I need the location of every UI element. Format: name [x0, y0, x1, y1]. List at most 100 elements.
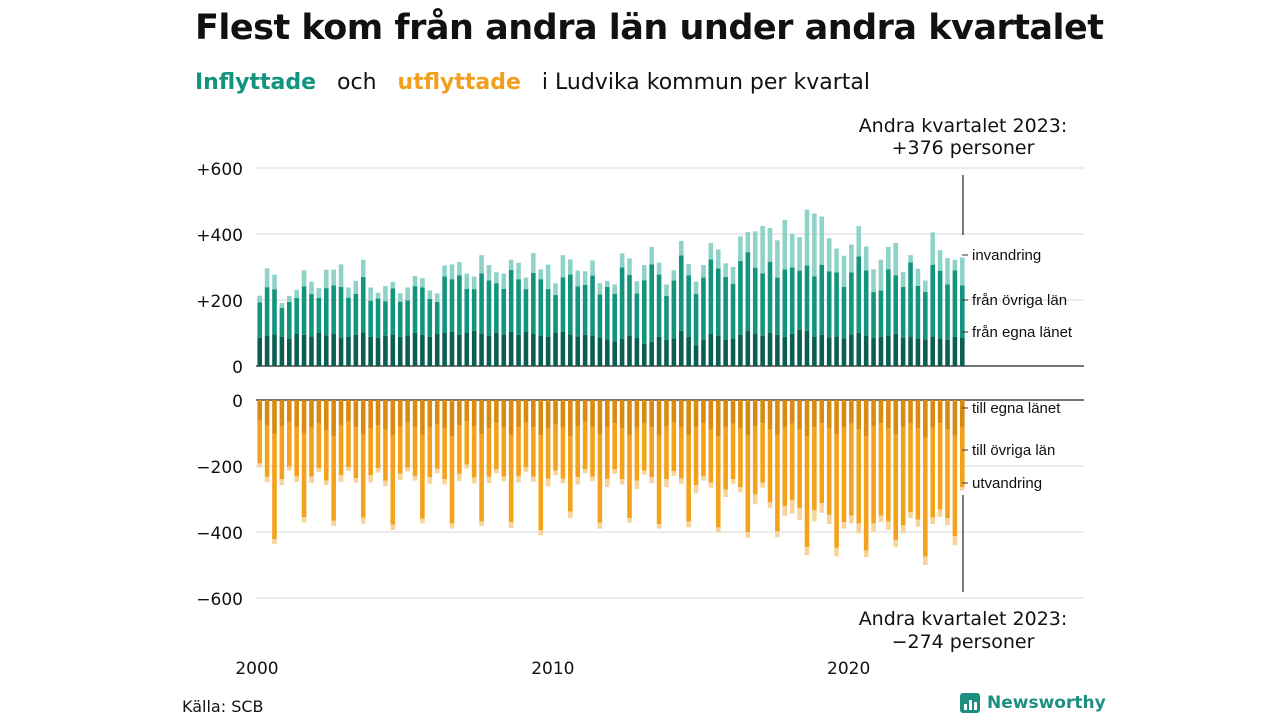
bar-segment: [457, 334, 462, 366]
bar-segment: [264, 400, 270, 426]
bar-segment: [908, 262, 913, 337]
bar-segment: [516, 262, 521, 280]
bar-segment: [531, 476, 536, 482]
bar-segment: [316, 467, 322, 472]
bar-segment: [886, 521, 891, 531]
bar-segment: [331, 436, 336, 521]
bar-segment: [797, 508, 802, 521]
bar-segment: [641, 343, 647, 366]
bar-segment: [427, 299, 433, 337]
bar-segment: [582, 284, 588, 335]
bar-segment: [612, 423, 617, 470]
bar-segment: [353, 478, 359, 483]
bar-segment: [590, 400, 595, 428]
bar-segment: [752, 494, 758, 505]
series-label: till övriga län: [972, 442, 1055, 459]
bar-segment: [930, 232, 936, 265]
annotation-text: −274 personer: [892, 631, 1035, 653]
bar-segment: [501, 334, 507, 366]
bar-segment: [797, 400, 802, 430]
bar-segment: [582, 421, 588, 470]
bar-segment: [501, 288, 507, 335]
bar-segment: [804, 330, 810, 366]
bar-segment: [316, 288, 322, 299]
bar-segment: [427, 477, 433, 484]
bar-segment: [656, 435, 662, 525]
bar-segment: [457, 473, 462, 482]
bar-segment: [272, 400, 277, 435]
source-note: Källa: SCB: [182, 697, 264, 716]
bar-segment: [952, 259, 958, 271]
bar-segment: [619, 338, 625, 366]
series-label: till egna länet: [972, 400, 1061, 417]
bar-segment: [723, 400, 728, 428]
bar-segment: [701, 265, 706, 278]
bar-segment: [915, 338, 921, 366]
bar-segment: [434, 333, 440, 366]
bar-segment: [538, 530, 544, 536]
bar-segment: [516, 400, 521, 428]
bar-segment: [886, 246, 891, 270]
bar-segment: [730, 479, 736, 484]
bar-segment: [331, 285, 336, 334]
bar-segment: [908, 423, 913, 513]
bar-segment: [686, 521, 691, 528]
bar-segment: [871, 426, 876, 524]
bar-segment: [368, 475, 373, 483]
bar-segment: [264, 335, 270, 366]
bar-segment: [775, 434, 780, 532]
bar-segment: [597, 283, 603, 295]
bar-segment: [804, 400, 810, 437]
bar-segment: [886, 428, 891, 522]
bar-segment: [856, 400, 862, 430]
bar-segment: [375, 298, 381, 338]
bar-segment: [272, 539, 277, 544]
bar-segment: [545, 478, 551, 487]
bar-segment: [767, 400, 773, 430]
bar-segment: [634, 281, 640, 294]
bar-segment: [575, 426, 581, 478]
bar-segment: [479, 434, 484, 522]
bar-segment: [915, 400, 921, 429]
bar-segment: [945, 258, 950, 285]
bar-segment: [264, 268, 270, 288]
bar-segment: [908, 400, 913, 424]
bar-segment: [789, 233, 795, 268]
bar-segment: [353, 400, 359, 428]
bar-segment: [871, 269, 876, 293]
bar-segment: [634, 293, 640, 338]
bar-segment: [738, 334, 743, 366]
bar-segment: [945, 339, 950, 366]
bar-segment: [627, 335, 632, 366]
bar-segment: [812, 336, 817, 366]
bar-segment: [560, 427, 566, 479]
subtitle-rest: i Ludvika kommun per kvartal: [541, 70, 870, 95]
bar-segment: [656, 274, 662, 337]
bar-segment: [309, 476, 314, 484]
bar-segment: [294, 298, 299, 334]
bar-segment: [649, 341, 654, 366]
bar-segment: [878, 400, 884, 424]
bar-segment: [878, 515, 884, 523]
bar-segment: [316, 298, 322, 333]
bar-segment: [789, 333, 795, 366]
bar-segment: [960, 257, 965, 286]
bar-segment: [634, 337, 640, 366]
bar-segment: [960, 427, 965, 488]
bar-segment: [856, 429, 862, 524]
bar-segment: [479, 333, 484, 366]
bar-segment: [627, 400, 632, 436]
bar-segment: [353, 280, 359, 294]
bar-segment: [767, 332, 773, 366]
bar-segment: [582, 271, 588, 285]
bar-segment: [279, 307, 285, 337]
bar-segment: [323, 335, 329, 366]
y-tick-label: −200: [196, 458, 243, 478]
bar-segment: [508, 400, 514, 436]
bar-segment: [575, 400, 581, 427]
bar-segment: [553, 424, 558, 471]
bar-segment: [708, 429, 714, 483]
bar-segment: [797, 236, 802, 271]
bar-segment: [412, 427, 418, 476]
bar-segment: [730, 400, 736, 424]
